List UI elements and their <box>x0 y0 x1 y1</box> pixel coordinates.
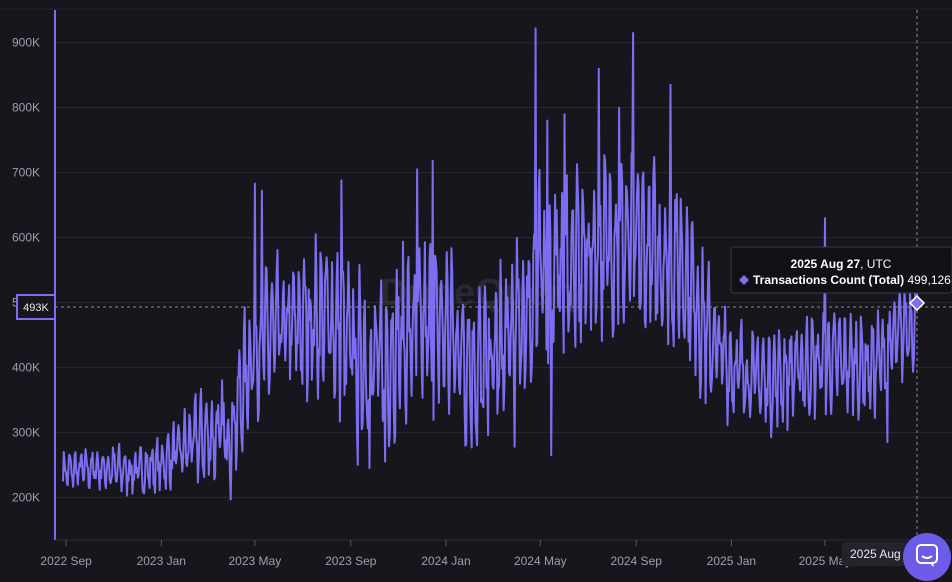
y-tick-label: 600K <box>12 231 40 245</box>
tooltip: 2025 Aug 27, UTC Transactions Count (Tota… <box>730 246 952 294</box>
hover-point-marker <box>908 294 926 312</box>
y-tick-label: 400K <box>12 360 40 374</box>
x-tick-label: 2024 Sep <box>611 554 663 568</box>
tooltip-box <box>730 246 952 294</box>
series-line[interactable] <box>62 27 918 501</box>
y-tick-label: 300K <box>12 425 40 439</box>
x-tick-label: 2024 Jan <box>421 554 470 568</box>
y-tick-label: 700K <box>12 166 40 180</box>
x-tick-label: 2024 May <box>514 554 567 568</box>
tooltip-series: Transactions Count (Total) 499,126 <box>753 273 951 287</box>
help-chat-button[interactable] <box>903 533 951 581</box>
x-tick-label: 2023 Jan <box>137 554 186 568</box>
x-tick-label: 2025 Jan <box>707 554 756 568</box>
tooltip-date: 2025 Aug 27, UTC <box>791 257 892 271</box>
crosshair-y-badge <box>16 294 56 321</box>
crosshair-x-badge <box>842 542 912 566</box>
y-tick-label: 200K <box>12 490 40 504</box>
x-tick-label: 2023 Sep <box>325 554 377 568</box>
x-tick-label: 2023 May <box>229 554 282 568</box>
chat-icon <box>916 544 938 567</box>
y-tick-label: 800K <box>12 101 40 115</box>
crosshair-x-label: 2025 Aug 27 <box>850 547 918 561</box>
x-tick-label: 2022 Sep <box>40 554 92 568</box>
tooltip-series-marker <box>739 275 749 285</box>
x-tick-label: 2025 May <box>799 554 852 568</box>
crosshair-y-label: 493K <box>23 302 49 314</box>
y-tick-label: 900K <box>12 36 40 50</box>
